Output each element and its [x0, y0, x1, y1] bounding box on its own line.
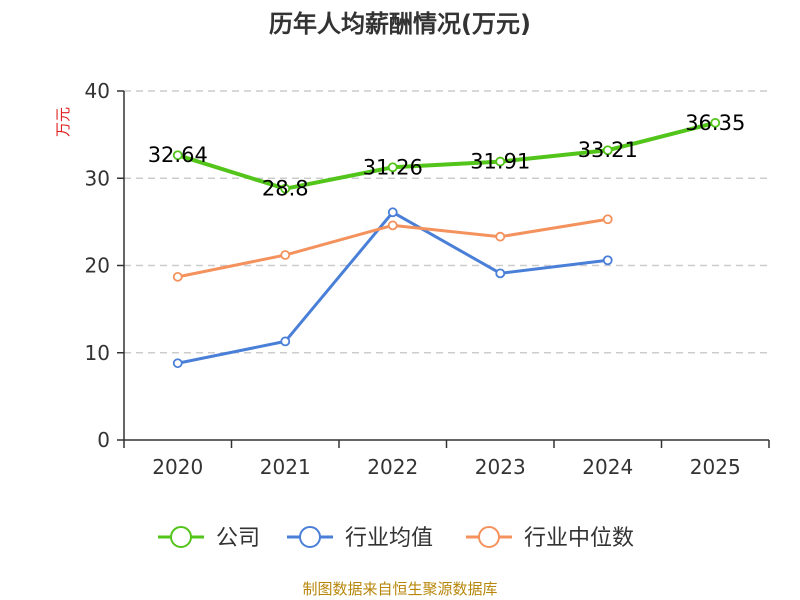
chart-title: 历年人均薪酬情况(万元) — [269, 10, 531, 38]
x-tick-label-2022: 2022 — [367, 455, 418, 479]
legend-item-2: 行业中位数 — [466, 526, 634, 551]
data-point-1-4 — [602, 255, 613, 266]
data-point-0-1 — [280, 183, 291, 194]
series-1 — [172, 207, 613, 369]
data-point-1-1 — [280, 336, 291, 347]
y-tick-label-10: 10 — [85, 341, 110, 365]
legend-item-0: 公司 — [158, 526, 260, 551]
data-label-0-3: 31.91 — [470, 150, 530, 174]
data-label-0-0: 32.64 — [148, 143, 208, 167]
data-label-0-4: 33.21 — [578, 138, 638, 162]
data-point-0-5 — [710, 117, 721, 128]
series-layer: 32.64 28.8 31.26 31.91 33.21 36.35 — [148, 111, 746, 369]
legend-label-1: 行业均值 — [345, 526, 433, 551]
footer-source: 制图数据来自恒生聚源数据库 — [302, 580, 498, 598]
x-tick-label-2025: 2025 — [690, 455, 741, 479]
x-tick-label-2021: 2021 — [260, 455, 311, 479]
series-line-1-0 — [177, 210, 608, 365]
x-tick-label-2020: 2020 — [152, 455, 203, 479]
data-point-0-0 — [172, 150, 183, 161]
data-point-0-3 — [495, 156, 506, 167]
legend-swatch-marker-2 — [478, 526, 500, 548]
y-axis-label: 万元 — [54, 107, 72, 137]
axes: 0 10 20 30 40 2020 2021 2022 2023 2024 2025 — [85, 79, 770, 479]
legend-label-2: 行业中位数 — [524, 526, 634, 551]
legend-swatch-marker-1 — [299, 526, 321, 548]
data-point-2-2 — [387, 220, 398, 231]
x-tick-label-2023: 2023 — [475, 455, 526, 479]
y-tick-label-40: 40 — [85, 79, 110, 103]
y-tick-label-20: 20 — [85, 254, 110, 278]
y-tick-label-30: 30 — [85, 166, 110, 190]
series-line-0-0 — [177, 120, 716, 191]
legend-label-0: 公司 — [216, 526, 260, 551]
data-label-0-2: 31.26 — [363, 155, 423, 179]
legend-item-1: 行业均值 — [287, 526, 433, 551]
data-point-1-2 — [387, 207, 398, 218]
grid-lines — [124, 90, 769, 354]
data-point-2-4 — [602, 214, 613, 225]
data-point-2-3 — [495, 231, 506, 242]
data-label-0-1: 28.8 — [262, 177, 309, 201]
legend-swatch-marker-0 — [170, 526, 192, 548]
data-point-2-1 — [280, 250, 291, 260]
legend: 公司 行业均值 行业中位数 — [158, 526, 634, 551]
x-tick-label-2024: 2024 — [582, 455, 633, 479]
data-label-0-5: 36.35 — [685, 111, 745, 135]
series-0: 32.64 28.8 31.26 31.91 33.21 36.35 — [148, 111, 746, 201]
y-tick-label-0: 0 — [97, 428, 110, 452]
data-point-0-2 — [387, 162, 398, 173]
data-point-1-3 — [495, 268, 506, 279]
data-point-1-0 — [172, 358, 183, 369]
data-point-0-4 — [602, 145, 613, 156]
series-2 — [172, 214, 613, 282]
data-point-2-0 — [172, 271, 183, 282]
